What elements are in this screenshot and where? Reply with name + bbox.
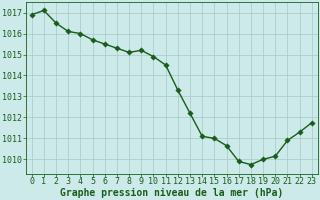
X-axis label: Graphe pression niveau de la mer (hPa): Graphe pression niveau de la mer (hPa) [60, 188, 284, 198]
